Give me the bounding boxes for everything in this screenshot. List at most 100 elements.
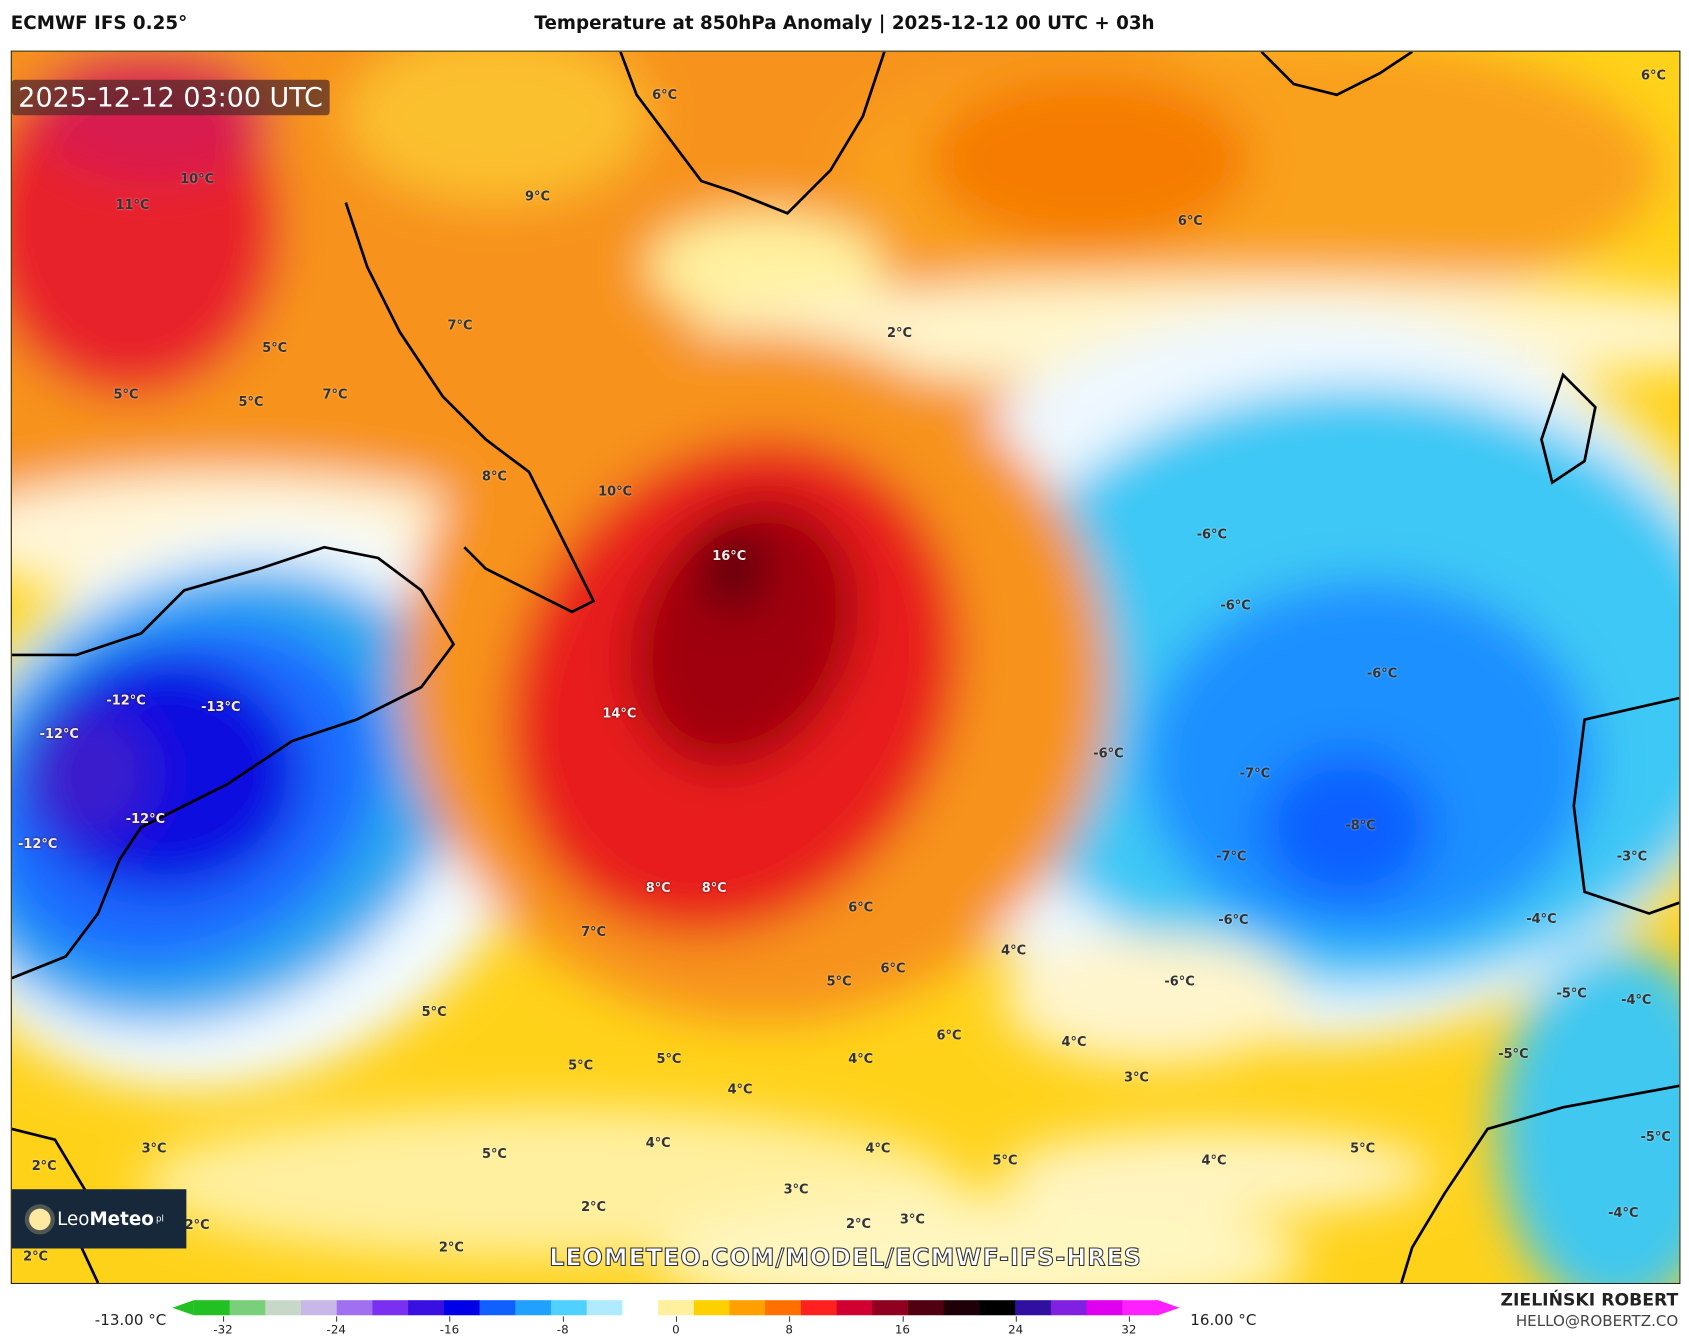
temp-label: -4°C (1621, 992, 1652, 1008)
temp-label: 6°C (880, 960, 906, 976)
temp-label: -7°C (1216, 848, 1247, 864)
logo-text-a: Leo (57, 1208, 90, 1230)
temp-label: 8°C (701, 880, 727, 896)
colorbar-extend-max (1157, 1300, 1180, 1316)
temp-label: 2°C (846, 1216, 872, 1232)
temp-label: -8°C (1345, 817, 1376, 833)
colorbar-swatch (408, 1300, 445, 1316)
colorbar-swatch (1015, 1300, 1052, 1316)
temp-label: 14°C (602, 705, 637, 721)
temp-label: 4°C (645, 1135, 671, 1151)
temp-label: -6°C (1196, 526, 1228, 542)
colorbar-swatch (622, 1300, 659, 1316)
temp-label: 4°C (865, 1140, 891, 1156)
temp-label: 5°C (481, 1146, 507, 1162)
logo-suffix: pl (156, 1214, 164, 1224)
temp-label: 6°C (652, 87, 678, 103)
temp-label: 3°C (783, 1181, 809, 1197)
temp-label: 4°C (1201, 1152, 1227, 1168)
colorbar-tick-label: 0 (672, 1316, 680, 1337)
temp-label: 10°C (598, 483, 633, 499)
temp-label: -3°C (1616, 848, 1648, 864)
sun-icon (29, 1208, 51, 1230)
colorbar-tick-label: 24 (1008, 1316, 1024, 1337)
model-name: ECMWF IFS 0.25° (10, 12, 188, 35)
temp-label: -12°C (18, 835, 58, 851)
colorbar (172, 1300, 1180, 1316)
temp-label: -4°C (1526, 911, 1557, 927)
colorbar-swatch (1050, 1300, 1088, 1316)
map-title: Temperature at 850hPa Anomaly | 2025-12-… (534, 12, 1155, 35)
colorbar-swatch (336, 1300, 373, 1316)
temp-label: -6°C (1220, 597, 1251, 613)
temp-label: -12°C (39, 726, 79, 742)
leometeo-logo: Leo Meteo pl (11, 1189, 187, 1249)
temp-label: 4°C (1001, 942, 1027, 958)
colorbar-swatch (658, 1300, 695, 1316)
temp-label: 5°C (238, 394, 264, 410)
temp-label: 2°C (184, 1217, 210, 1233)
temp-label: -5°C (1498, 1045, 1529, 1062)
colorbar-swatch (301, 1300, 338, 1316)
colorbar-swatch (693, 1300, 731, 1316)
temp-label: 5°C (656, 1051, 682, 1067)
temp-label: 2°C (31, 1157, 57, 1174)
temp-label: 3°C (141, 1140, 167, 1156)
temp-label: 5°C (826, 973, 852, 989)
temp-label: -7°C (1239, 765, 1271, 781)
temp-label: -4°C (1608, 1205, 1639, 1221)
temp-label: 2°C (23, 1248, 49, 1264)
colorbar-swatch (836, 1300, 873, 1316)
temp-label: 3°C (1123, 1069, 1149, 1085)
colorbar-swatch (265, 1300, 302, 1316)
temp-label: 5°C (421, 1003, 447, 1020)
colorbar-swatch (586, 1300, 623, 1316)
colorbar-swatch (515, 1300, 552, 1316)
temp-label: 5°C (1350, 1140, 1376, 1156)
temp-label: 6°C (848, 899, 874, 915)
colorbar-tick-label: -24 (326, 1316, 346, 1337)
colorbar-min-label: -13.00 °C (94, 1312, 167, 1330)
colorbar-swatch (1086, 1300, 1123, 1316)
watermark-url: LEOMETEO.COM/MODEL/ECMWF-IFS-HRES (549, 1245, 1142, 1273)
colorbar-swatch (443, 1300, 481, 1316)
author-name: ZIELIŃSKI ROBERT (1500, 1289, 1679, 1310)
temp-label: -5°C (1556, 985, 1587, 1001)
colorbar-swatch (372, 1300, 409, 1316)
colorbar-max-label: 16.00 °C (1190, 1312, 1257, 1330)
temp-label: 5°C (992, 1152, 1018, 1168)
temp-label: -6°C (1164, 973, 1195, 989)
temp-label: 6°C (936, 1027, 962, 1043)
colorbar-swatch (800, 1300, 838, 1316)
temp-label: 11°C (115, 197, 150, 213)
colorbar-tick-label: -8 (556, 1316, 569, 1337)
colorbar-tick-label: -16 (439, 1316, 460, 1337)
temp-label: 2°C (581, 1198, 607, 1215)
temp-label: -6°C (1218, 912, 1249, 928)
temp-label: 7°C (447, 317, 473, 333)
temp-label: -13°C (201, 699, 241, 715)
temp-label: 2°C (886, 325, 912, 341)
colorbar-swatch (729, 1300, 766, 1316)
temp-label: -6°C (1093, 745, 1124, 761)
temp-label: 10°C (180, 171, 215, 187)
colorbar-swatch (193, 1300, 231, 1316)
colorbar-swatch (979, 1300, 1016, 1316)
temperature-anomaly-map: 2025-12-12 03:00 UTC 11°C 10°C 9°C 6°C 6… (10, 50, 1681, 1285)
colorbar-extend-min (172, 1300, 194, 1316)
colorbar-swatch (229, 1300, 266, 1316)
temp-label: 6°C (1641, 67, 1666, 83)
colorbar-tick-label: 32 (1121, 1316, 1137, 1337)
temp-label: -5°C (1640, 1128, 1671, 1144)
temp-label: 5°C (568, 1057, 594, 1073)
colorbar-swatch (908, 1300, 945, 1316)
temp-label: 16°C (712, 548, 747, 564)
colorbar-swatch (479, 1300, 516, 1316)
temp-label: 7°C (322, 386, 348, 402)
colorbar-swatch (872, 1300, 909, 1316)
temp-label: 8°C (481, 468, 507, 484)
temp-label: -12°C (106, 692, 146, 708)
temp-label: 8°C (645, 880, 671, 896)
temp-label: 5°C (262, 340, 288, 356)
colorbar-tick-label: -32 (213, 1316, 233, 1337)
